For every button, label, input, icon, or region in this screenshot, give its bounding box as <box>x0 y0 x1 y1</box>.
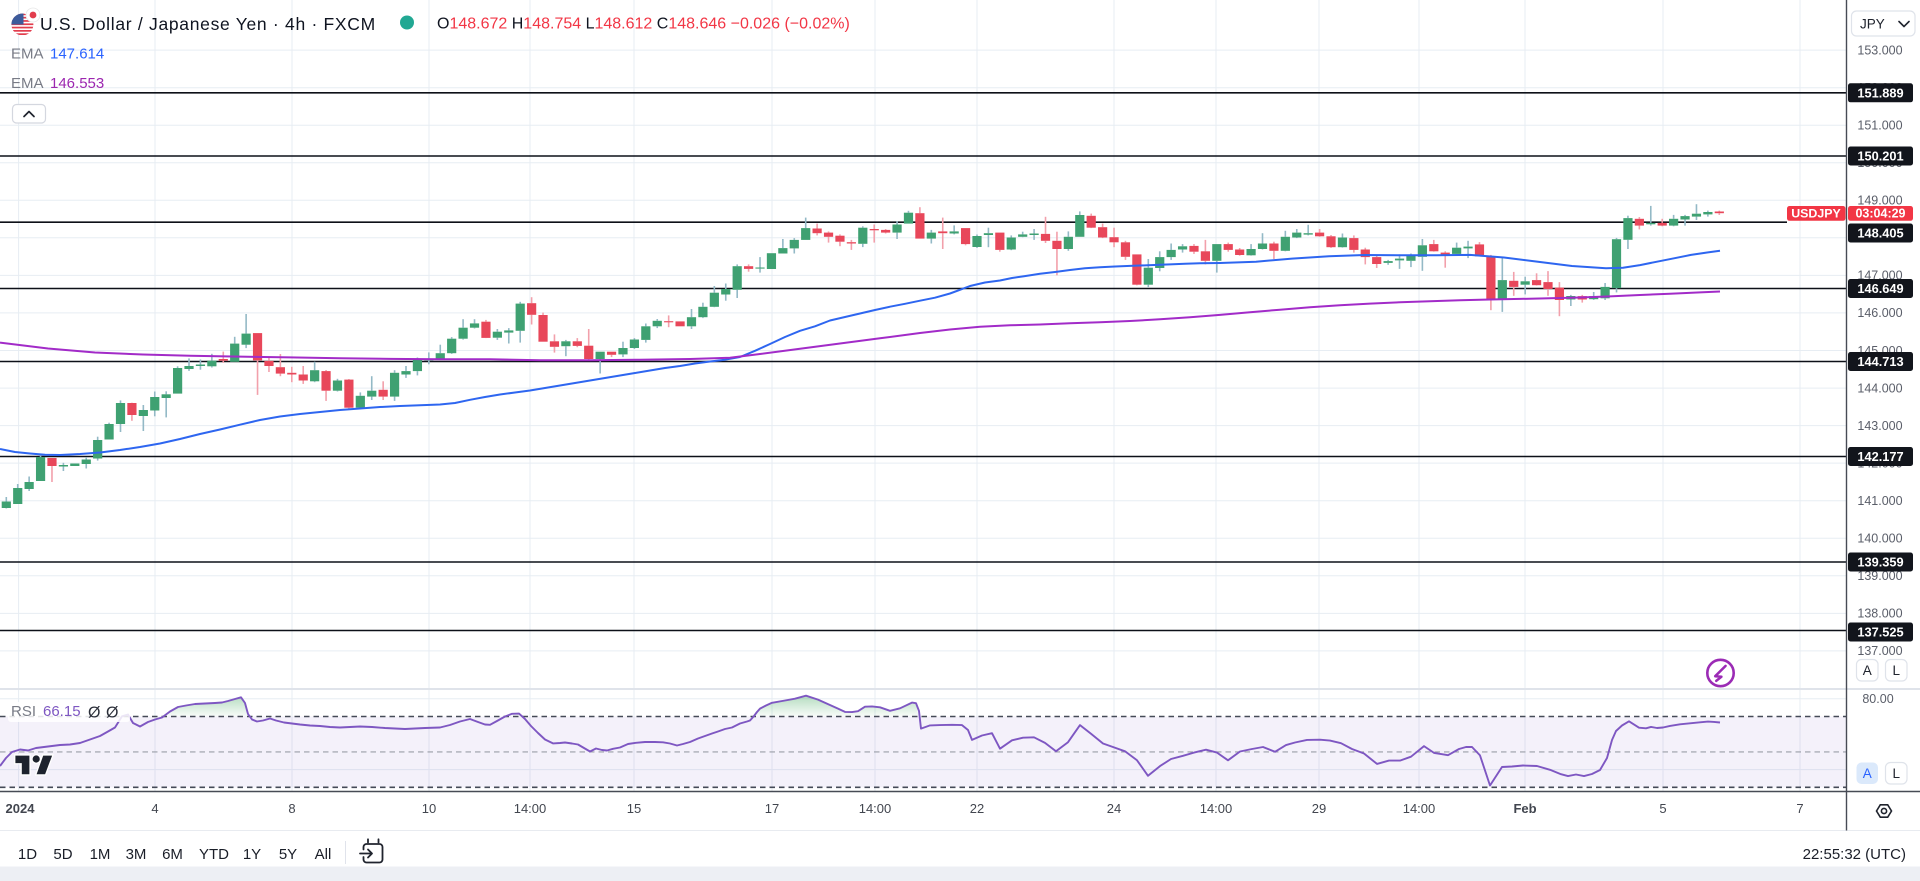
svg-text:RSI: RSI <box>11 703 36 720</box>
svg-text:1M: 1M <box>90 846 111 863</box>
svg-text:138.000: 138.000 <box>1857 607 1902 621</box>
svg-text:YTD: YTD <box>199 846 229 863</box>
svg-text:146.649: 146.649 <box>1857 281 1903 296</box>
svg-text:147.614: 147.614 <box>50 46 104 63</box>
svg-text:O148.672 H148.754 L148.612 C14: O148.672 H148.754 L148.612 C148.646 −0.0… <box>437 16 850 33</box>
svg-text:139.359: 139.359 <box>1857 555 1903 570</box>
svg-text:A: A <box>1863 663 1872 678</box>
svg-text:142.177: 142.177 <box>1857 449 1903 464</box>
svg-text:EMA: EMA <box>11 75 44 92</box>
svg-text:10: 10 <box>422 801 436 816</box>
svg-text:146.553: 146.553 <box>50 75 104 92</box>
svg-text:14:00: 14:00 <box>1200 801 1233 816</box>
svg-text:153.000: 153.000 <box>1857 43 1902 57</box>
svg-text:JPY: JPY <box>1860 17 1885 32</box>
svg-text:151.889: 151.889 <box>1857 85 1903 100</box>
svg-text:4: 4 <box>151 801 158 816</box>
svg-text:17: 17 <box>765 801 779 816</box>
svg-text:All: All <box>315 846 332 863</box>
svg-text:22:55:32 (UTC): 22:55:32 (UTC) <box>1803 846 1906 863</box>
svg-text:137.000: 137.000 <box>1857 644 1902 658</box>
svg-text:A: A <box>1863 766 1872 781</box>
svg-text:5D: 5D <box>53 846 72 863</box>
svg-text:Ø: Ø <box>88 705 100 722</box>
svg-text:143.000: 143.000 <box>1857 419 1902 433</box>
svg-text:03:04:29: 03:04:29 <box>1855 207 1905 221</box>
svg-text:U.S. Dollar / Japanese Yen · 4: U.S. Dollar / Japanese Yen · 4h · FXCM <box>40 14 376 34</box>
svg-text:146.000: 146.000 <box>1857 306 1902 320</box>
svg-text:Ø: Ø <box>106 705 118 722</box>
svg-text:14:00: 14:00 <box>514 801 547 816</box>
svg-text:8: 8 <box>288 801 295 816</box>
svg-text:137.525: 137.525 <box>1857 625 1903 640</box>
svg-text:14:00: 14:00 <box>1403 801 1436 816</box>
svg-text:2024: 2024 <box>6 801 36 816</box>
svg-text:3M: 3M <box>126 846 147 863</box>
svg-text:15: 15 <box>627 801 641 816</box>
svg-text:148.405: 148.405 <box>1857 226 1903 241</box>
svg-text:150.201: 150.201 <box>1857 149 1903 164</box>
svg-text:USDJPY: USDJPY <box>1791 207 1841 221</box>
svg-text:144.713: 144.713 <box>1857 354 1903 369</box>
svg-text:7: 7 <box>1796 801 1803 816</box>
svg-text:1Y: 1Y <box>243 846 261 863</box>
svg-text:1D: 1D <box>18 846 37 863</box>
svg-text:5: 5 <box>1659 801 1666 816</box>
svg-text:L: L <box>1892 766 1900 781</box>
svg-text:151.000: 151.000 <box>1857 119 1902 133</box>
svg-text:29: 29 <box>1312 801 1326 816</box>
svg-text:149.000: 149.000 <box>1857 194 1902 208</box>
svg-text:L: L <box>1892 663 1900 678</box>
svg-text:24: 24 <box>1107 801 1121 816</box>
svg-text:6M: 6M <box>162 846 183 863</box>
svg-text:144.000: 144.000 <box>1857 381 1902 395</box>
svg-text:5Y: 5Y <box>279 846 297 863</box>
svg-text:14:00: 14:00 <box>859 801 892 816</box>
svg-text:Feb: Feb <box>1513 801 1536 816</box>
svg-text:80.00: 80.00 <box>1862 692 1893 706</box>
svg-text:139.000: 139.000 <box>1857 569 1902 583</box>
svg-text:66.15: 66.15 <box>43 703 81 720</box>
svg-text:EMA: EMA <box>11 46 44 63</box>
svg-text:140.000: 140.000 <box>1857 532 1902 546</box>
svg-text:141.000: 141.000 <box>1857 494 1902 508</box>
svg-text:22: 22 <box>970 801 984 816</box>
